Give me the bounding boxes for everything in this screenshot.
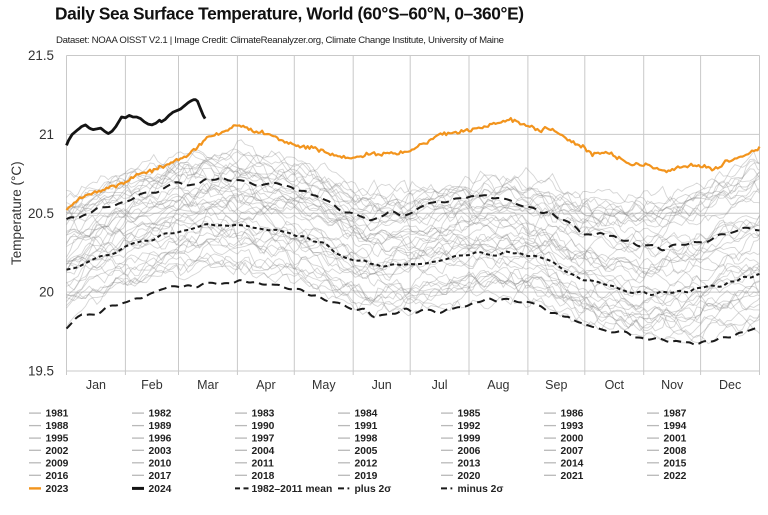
svg-text:2006: 2006 [458, 446, 481, 457]
svg-text:1988: 1988 [46, 421, 69, 432]
svg-text:1990: 1990 [252, 421, 275, 432]
svg-text:Jun: Jun [372, 378, 392, 392]
svg-text:Nov: Nov [661, 378, 684, 392]
svg-text:2021: 2021 [561, 471, 584, 482]
svg-text:Sep: Sep [545, 378, 567, 392]
svg-text:2015: 2015 [664, 458, 687, 469]
svg-text:1982–2011 mean: 1982–2011 mean [252, 484, 333, 495]
svg-text:2011: 2011 [252, 458, 275, 469]
svg-text:May: May [312, 378, 336, 392]
svg-text:2020: 2020 [458, 471, 481, 482]
svg-text:2000: 2000 [561, 434, 584, 445]
svg-text:2013: 2013 [458, 458, 481, 469]
svg-text:21.5: 21.5 [28, 48, 54, 63]
svg-text:2023: 2023 [46, 484, 69, 495]
svg-text:2022: 2022 [664, 471, 687, 482]
svg-text:1996: 1996 [149, 434, 172, 445]
svg-text:Aug: Aug [487, 378, 509, 392]
svg-text:19.5: 19.5 [28, 364, 54, 379]
svg-text:2008: 2008 [664, 446, 687, 457]
svg-text:2005: 2005 [355, 446, 378, 457]
svg-text:2001: 2001 [664, 434, 687, 445]
svg-text:1984: 1984 [355, 409, 378, 420]
svg-text:Apr: Apr [256, 378, 275, 392]
svg-text:2007: 2007 [561, 446, 584, 457]
svg-text:1994: 1994 [664, 421, 687, 432]
svg-text:2016: 2016 [46, 471, 69, 482]
svg-text:Jan: Jan [86, 378, 106, 392]
svg-text:1987: 1987 [664, 409, 687, 420]
svg-text:1991: 1991 [355, 421, 378, 432]
svg-text:2018: 2018 [252, 471, 275, 482]
svg-text:1989: 1989 [149, 421, 172, 432]
svg-text:Jul: Jul [432, 378, 448, 392]
svg-text:1999: 1999 [458, 434, 481, 445]
svg-text:1997: 1997 [252, 434, 275, 445]
svg-text:2014: 2014 [561, 458, 584, 469]
svg-text:2002: 2002 [46, 446, 69, 457]
svg-text:2003: 2003 [149, 446, 172, 457]
svg-text:20: 20 [39, 285, 54, 300]
svg-text:2004: 2004 [252, 446, 275, 457]
svg-text:2009: 2009 [46, 458, 69, 469]
svg-text:minus 2σ: minus 2σ [458, 484, 504, 495]
svg-text:1986: 1986 [561, 409, 584, 420]
svg-text:1981: 1981 [46, 409, 69, 420]
svg-text:Daily Sea Surface Temperature,: Daily Sea Surface Temperature, World (60… [55, 4, 524, 24]
svg-text:2012: 2012 [355, 458, 378, 469]
svg-text:2024: 2024 [149, 484, 172, 495]
svg-text:1998: 1998 [355, 434, 378, 445]
svg-text:Temperature (°C): Temperature (°C) [9, 161, 24, 265]
svg-text:Dataset: NOAA OISST V2.1 | Ima: Dataset: NOAA OISST V2.1 | Image Credit:… [56, 35, 504, 46]
svg-text:2017: 2017 [149, 471, 172, 482]
svg-text:plus 2σ: plus 2σ [355, 484, 392, 495]
svg-text:2019: 2019 [355, 471, 378, 482]
svg-text:1993: 1993 [561, 421, 584, 432]
svg-text:Oct: Oct [605, 378, 625, 392]
svg-text:20.5: 20.5 [28, 206, 54, 221]
svg-text:1985: 1985 [458, 409, 481, 420]
svg-text:1995: 1995 [46, 434, 69, 445]
svg-text:Mar: Mar [197, 378, 219, 392]
svg-text:21: 21 [39, 127, 54, 142]
svg-text:Feb: Feb [141, 378, 163, 392]
svg-text:1983: 1983 [252, 409, 275, 420]
svg-text:2010: 2010 [149, 458, 172, 469]
svg-text:1982: 1982 [149, 409, 172, 420]
svg-text:1992: 1992 [458, 421, 481, 432]
svg-text:Dec: Dec [719, 378, 741, 392]
